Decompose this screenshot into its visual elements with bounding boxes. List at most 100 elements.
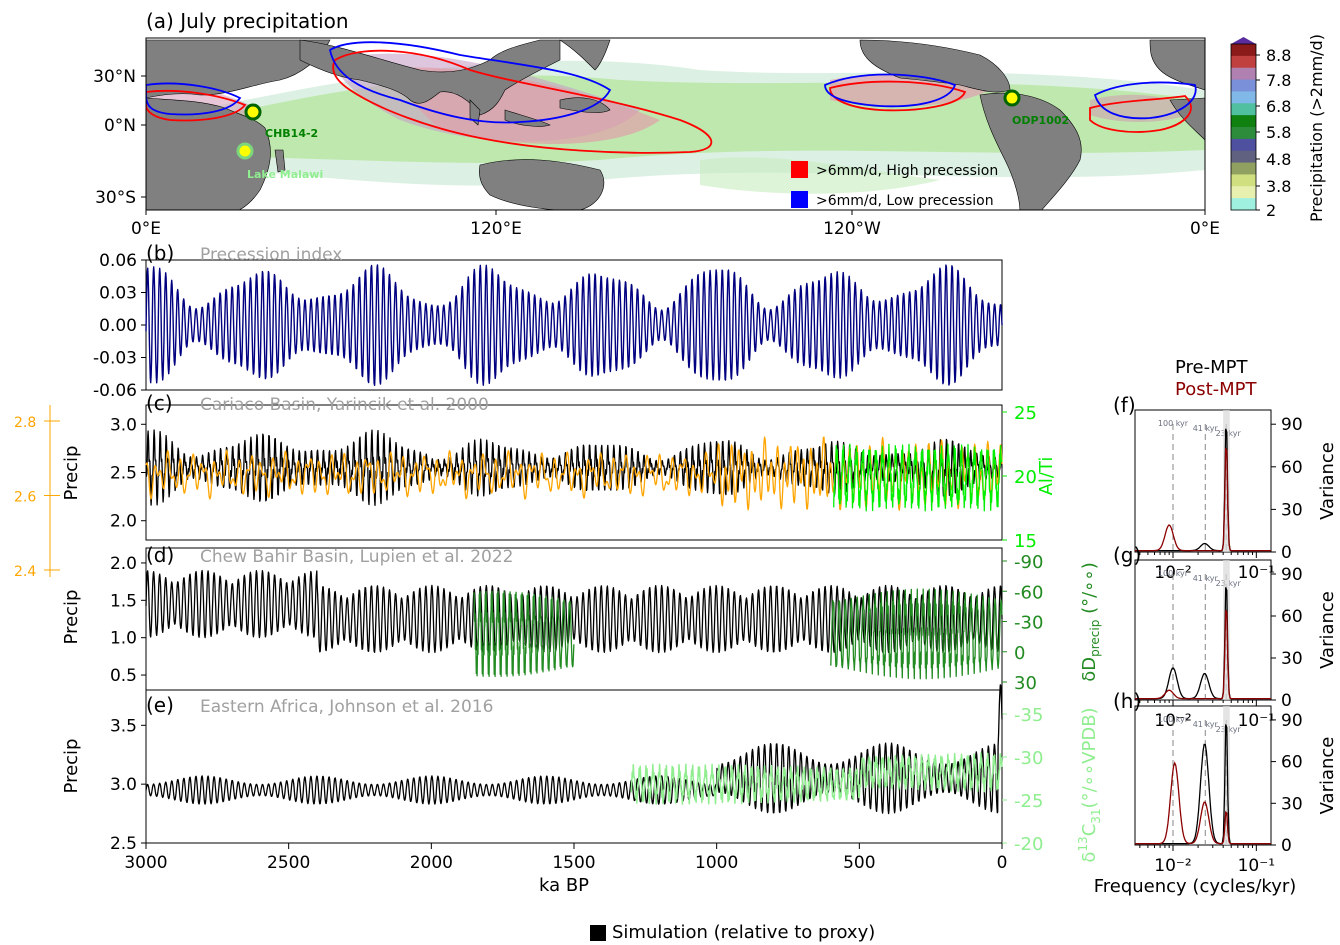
panel-e-y-tick-label: 2.5 <box>110 834 137 854</box>
pre-mpt-spectrum <box>1135 428 1271 552</box>
band-shading <box>1223 410 1230 552</box>
spectral-y-tick-label: 0 <box>1281 543 1292 563</box>
precip-band <box>700 157 940 194</box>
lat-tick-label: 30°S <box>95 188 136 208</box>
low-precession-contour <box>824 73 957 108</box>
spectral-y-tick-label: 60 <box>1281 753 1303 773</box>
spectral-frame <box>1134 559 1272 701</box>
spectral-x-label: Frequency (cycles/kyr) <box>1094 876 1297 897</box>
chew-bahir-proxy <box>830 588 1003 680</box>
panel-d-y2-tick-label: -90 <box>1014 552 1043 573</box>
legend-post-mpt: Post-MPT <box>1175 379 1258 400</box>
pre-mpt-spectrum <box>1135 587 1271 700</box>
colorbar-segment <box>1231 91 1256 104</box>
panel-c-y2-tick-label: 15 <box>1014 531 1037 552</box>
spectral-ylabel: Variance <box>1317 737 1338 815</box>
panel-d-y2-tick-label: 0 <box>1014 643 1025 664</box>
spectral-x-tick-label: 10⁻² <box>1154 563 1191 583</box>
panel-c-y3-tick-label: 2.4 <box>14 564 36 580</box>
map-legend-swatch <box>791 161 808 178</box>
lon-tick-label: 0°E <box>1190 219 1220 239</box>
precession-series <box>145 264 1003 386</box>
colorbar-segment <box>1231 138 1256 152</box>
colorbar-segment <box>1231 162 1256 175</box>
land-mass <box>859 39 1011 93</box>
map-layer <box>146 38 1205 210</box>
spectral-x-tick-label: 10⁻¹ <box>1238 563 1275 583</box>
colorbar-tick-label: 5.8 <box>1266 123 1291 142</box>
panel-d-y-tick-label: 0.5 <box>110 666 137 686</box>
panel-c-title: Cariaco Basin, Yarincik et al. 2000 <box>200 395 489 415</box>
time-x-tick-label: 0 <box>997 853 1008 873</box>
panel-e-label: (e) <box>146 693 174 717</box>
site-label: Lake Malawi <box>247 168 323 181</box>
high-precession-contour <box>1089 95 1192 133</box>
site-marker <box>244 103 262 121</box>
land-mass <box>1149 39 1205 91</box>
panel-e-y2-tick-label: -30 <box>1014 748 1043 769</box>
time-x-tick-label: 1000 <box>695 853 738 873</box>
spectral-frame <box>1134 705 1272 846</box>
spectral-y-tick-label: 60 <box>1281 607 1303 627</box>
colorbar-tick-label: 3.8 <box>1266 177 1291 196</box>
spectral-y-tick-label: 90 <box>1281 711 1303 731</box>
east-africa-proxy <box>630 752 1003 805</box>
map-legend-label: >6mm/d, High precession <box>816 163 998 179</box>
panel-c-ylabel: Precip <box>61 446 82 501</box>
panel-b-y-tick-label: 0.06 <box>99 251 137 271</box>
panel-e-y-tick-label: 3.0 <box>110 775 137 795</box>
simulation-legend: Simulation (relative to proxy) <box>590 922 875 943</box>
pre-mpt-spectrum <box>1135 724 1271 845</box>
colorbar-segment <box>1231 67 1256 81</box>
panel-b-y-tick-label: 0.00 <box>99 316 137 336</box>
panel-c-y-tick-label: 2.5 <box>110 464 137 484</box>
land-mass <box>146 97 271 210</box>
panel-d-title: Chew Bahir Basin, Lupien et al. 2022 <box>200 547 513 567</box>
post-mpt-spectrum <box>1135 761 1271 845</box>
colorbar-segment <box>1231 198 1256 211</box>
post-mpt-spectrum <box>1135 609 1271 700</box>
low-precession-contour <box>1093 81 1197 120</box>
spectral-panel-label: (f) <box>1113 393 1136 417</box>
colorbar-segment <box>1231 174 1256 187</box>
site-label: CHB14-2 <box>265 127 318 140</box>
site-marker <box>236 142 254 160</box>
panel-d-y-tick-label: 1.5 <box>110 591 137 611</box>
high-precession-contour <box>146 89 247 122</box>
panel-e-y2-tick-label: -25 <box>1014 791 1043 812</box>
period-marker-label: 100 kyr <box>1158 419 1189 428</box>
spectral-y-tick-label: 0 <box>1281 836 1292 856</box>
spectral-panel-label: (h) <box>1113 689 1141 713</box>
colorbar-segment <box>1231 150 1256 164</box>
colorbar-extend <box>1231 37 1256 44</box>
lat-tick-label: 30°N <box>93 67 136 87</box>
colorbar-segment <box>1231 127 1256 140</box>
panel-e-ylabel: Precip <box>61 739 82 794</box>
legend-pre-mpt: Pre-MPT <box>1175 357 1248 378</box>
land-mass <box>1169 97 1205 141</box>
panel-b-label: (b) <box>146 241 174 265</box>
panel-d-ylabel: Precip <box>61 590 82 645</box>
post-mpt-spectrum <box>1135 447 1271 552</box>
panel-c-y2-tick-label: 25 <box>1014 403 1037 424</box>
band-shading <box>1223 706 1230 845</box>
chew-bahir-proxy <box>473 590 575 678</box>
low-precession-contour <box>146 82 242 116</box>
panel-d-y-tick-label: 2.0 <box>110 554 137 574</box>
panel-c-y3-tick-label: 2.8 <box>14 415 36 431</box>
spectral-y-tick-label: 0 <box>1281 691 1292 711</box>
map-frame <box>145 37 1206 211</box>
spectral-y-tick-label: 90 <box>1281 565 1303 585</box>
colorbar-frame <box>1230 43 1257 211</box>
spectral-x-tick-label: 10⁻² <box>1154 856 1191 876</box>
land-mass <box>979 92 1082 210</box>
colorbar-segment <box>1231 103 1256 116</box>
colorbar-segment <box>1231 115 1256 128</box>
land-mass <box>274 149 286 173</box>
map-title: (a) July precipitation <box>146 9 349 33</box>
panel-d-y2-tick-label: -30 <box>1014 613 1043 634</box>
spectral-panel-label: (g) <box>1113 543 1141 567</box>
panel-e-y2-label: δ13C31(°/∘∘VPDB) <box>1076 707 1103 862</box>
site-marker <box>1003 89 1021 107</box>
